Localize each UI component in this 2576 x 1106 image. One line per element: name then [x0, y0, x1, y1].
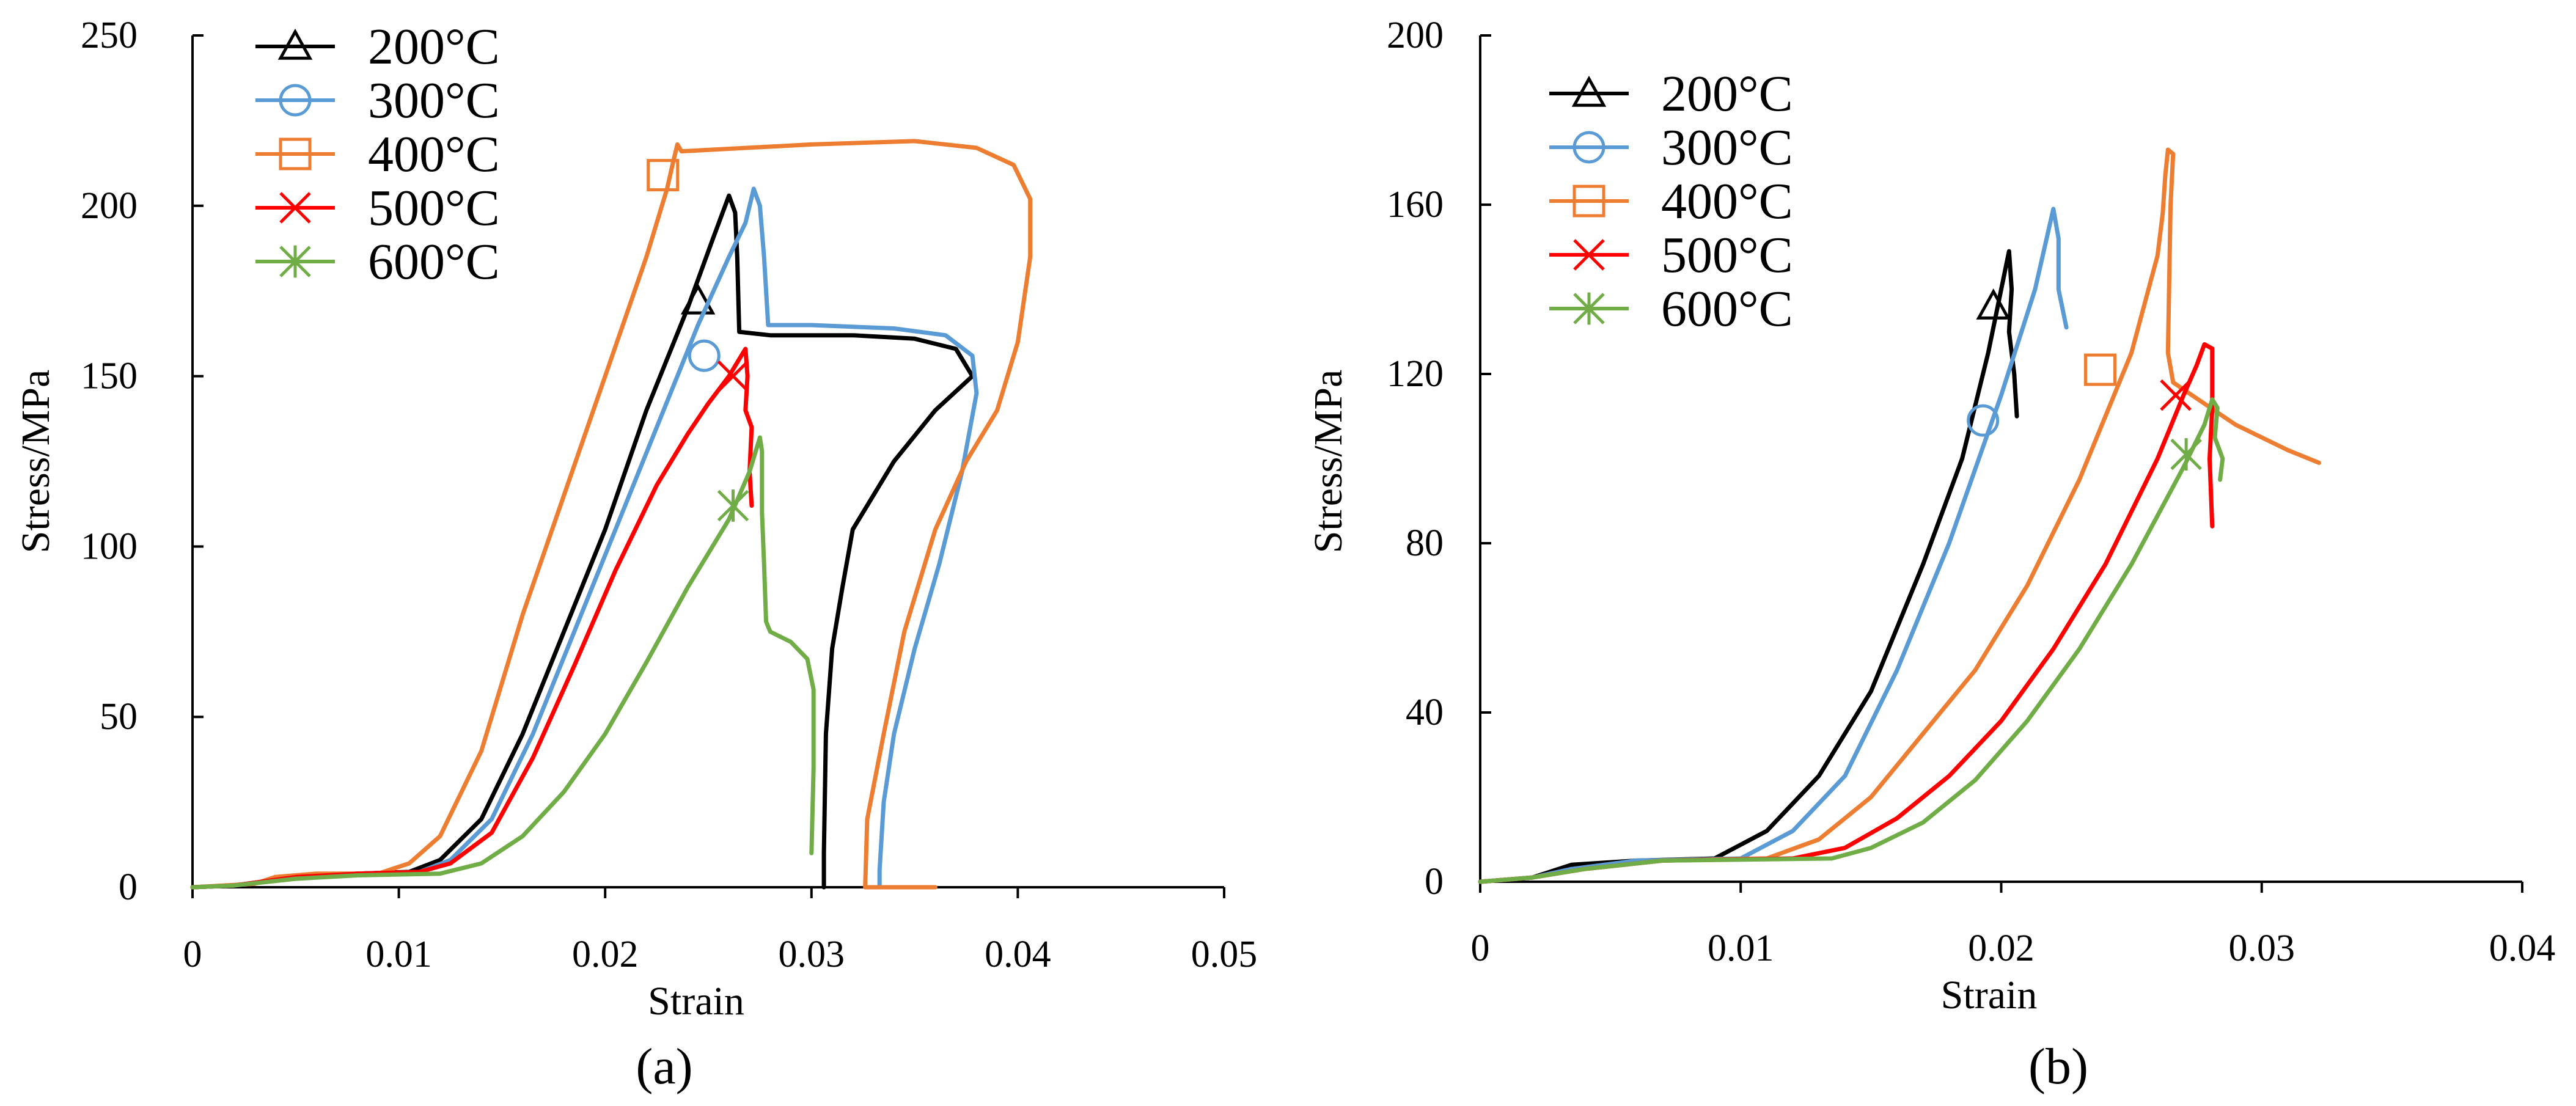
legend-label-300c: 300°C	[1661, 119, 1793, 176]
y-tick-label: 150	[81, 356, 138, 397]
x-axis-label: Strain	[648, 979, 744, 1024]
legend-label-400c: 400°C	[368, 126, 500, 183]
series-line-600c	[1478, 397, 2225, 884]
series-marker-400c	[2083, 353, 2116, 386]
legend-marker-600c	[1573, 292, 1605, 325]
legend-label-600c: 600°C	[1661, 280, 1793, 337]
series-line-300c	[190, 186, 979, 890]
series-marker-600c	[717, 489, 749, 522]
legend-label-500c: 500°C	[368, 180, 500, 236]
x-tick-label: 0.05	[1191, 934, 1258, 975]
series-line-500c	[190, 346, 754, 890]
caption-a: (a)	[636, 1038, 692, 1095]
series-line-400c	[190, 139, 1033, 890]
chart-panel-b: 0 40 80 120 160 200 0 0.01 0.02 0.03 0.04 Strain Str…	[1306, 15, 2555, 1017]
legend-marker-600c	[279, 245, 311, 278]
series-marker-600c	[2170, 438, 2202, 471]
y-axis-label: Stress/MPa	[1306, 370, 1351, 554]
x-tick-label: 0.03	[2229, 928, 2295, 969]
y-tick-label: 0	[1425, 861, 1444, 903]
x-tick-label: 0.03	[779, 934, 845, 975]
legend-marker-300c	[279, 84, 312, 117]
x-tick-label: 0.01	[1708, 928, 1774, 969]
legend-label-200c: 200°C	[1661, 65, 1793, 122]
y-tick-label: 160	[1387, 184, 1444, 225]
legend-label-200c: 200°C	[368, 18, 500, 75]
x-tick-label: 0.04	[2489, 928, 2556, 969]
y-tick-label: 50	[100, 696, 138, 738]
legend-marker-200c	[277, 28, 313, 60]
series-marker-200c	[680, 283, 716, 315]
x-tick-label: 0.02	[572, 934, 639, 975]
series-line-200c	[190, 193, 975, 890]
legend-marker-500c	[1573, 239, 1605, 271]
x-tick-label: 0	[183, 934, 202, 975]
y-tick-label: 200	[81, 185, 138, 227]
series-marker-400c	[647, 159, 680, 192]
series-marker-500c	[717, 360, 749, 392]
legend-marker-400c	[1572, 185, 1605, 218]
x-tick-label: 0.02	[1968, 928, 2035, 969]
x-tick-label: 0.04	[985, 934, 1051, 975]
series-marker-300c	[688, 339, 721, 372]
legend-label-400c: 400°C	[1661, 173, 1793, 230]
x-tick-label: 0.01	[365, 934, 432, 975]
y-tick-label: 40	[1406, 692, 1444, 733]
chart-panel-a: 0 50 100 150 200 250 0 0.01 0.02 0.03 0.04 0.05 Stra…	[13, 15, 1257, 1024]
series-marker-200c	[1976, 288, 2011, 320]
y-tick-label: 120	[1387, 353, 1444, 395]
legend-marker-200c	[1571, 75, 1607, 107]
legend-label-500c: 500°C	[1661, 227, 1793, 284]
x-axis-label: Strain	[1941, 973, 2038, 1017]
series-line-600c	[190, 435, 816, 890]
legend-marker-500c	[279, 192, 311, 224]
y-tick-label: 80	[1406, 522, 1444, 564]
y-tick-label: 250	[81, 15, 138, 56]
y-axis-label: Stress/MPa	[13, 370, 58, 554]
legend-label-600c: 600°C	[368, 233, 500, 290]
legend-label-300c: 300°C	[368, 72, 500, 129]
caption-b: (b)	[2028, 1038, 2088, 1095]
legend-marker-300c	[1572, 131, 1605, 164]
series-marker-300c	[1967, 404, 2000, 437]
series-line-400c	[1478, 147, 2321, 884]
x-tick-label: 0	[1471, 928, 1490, 969]
series-marker-500c	[2160, 379, 2192, 411]
legend-marker-400c	[279, 137, 312, 170]
y-tick-label: 100	[81, 526, 138, 567]
y-tick-label: 0	[119, 866, 138, 908]
y-tick-label: 200	[1387, 15, 1444, 56]
